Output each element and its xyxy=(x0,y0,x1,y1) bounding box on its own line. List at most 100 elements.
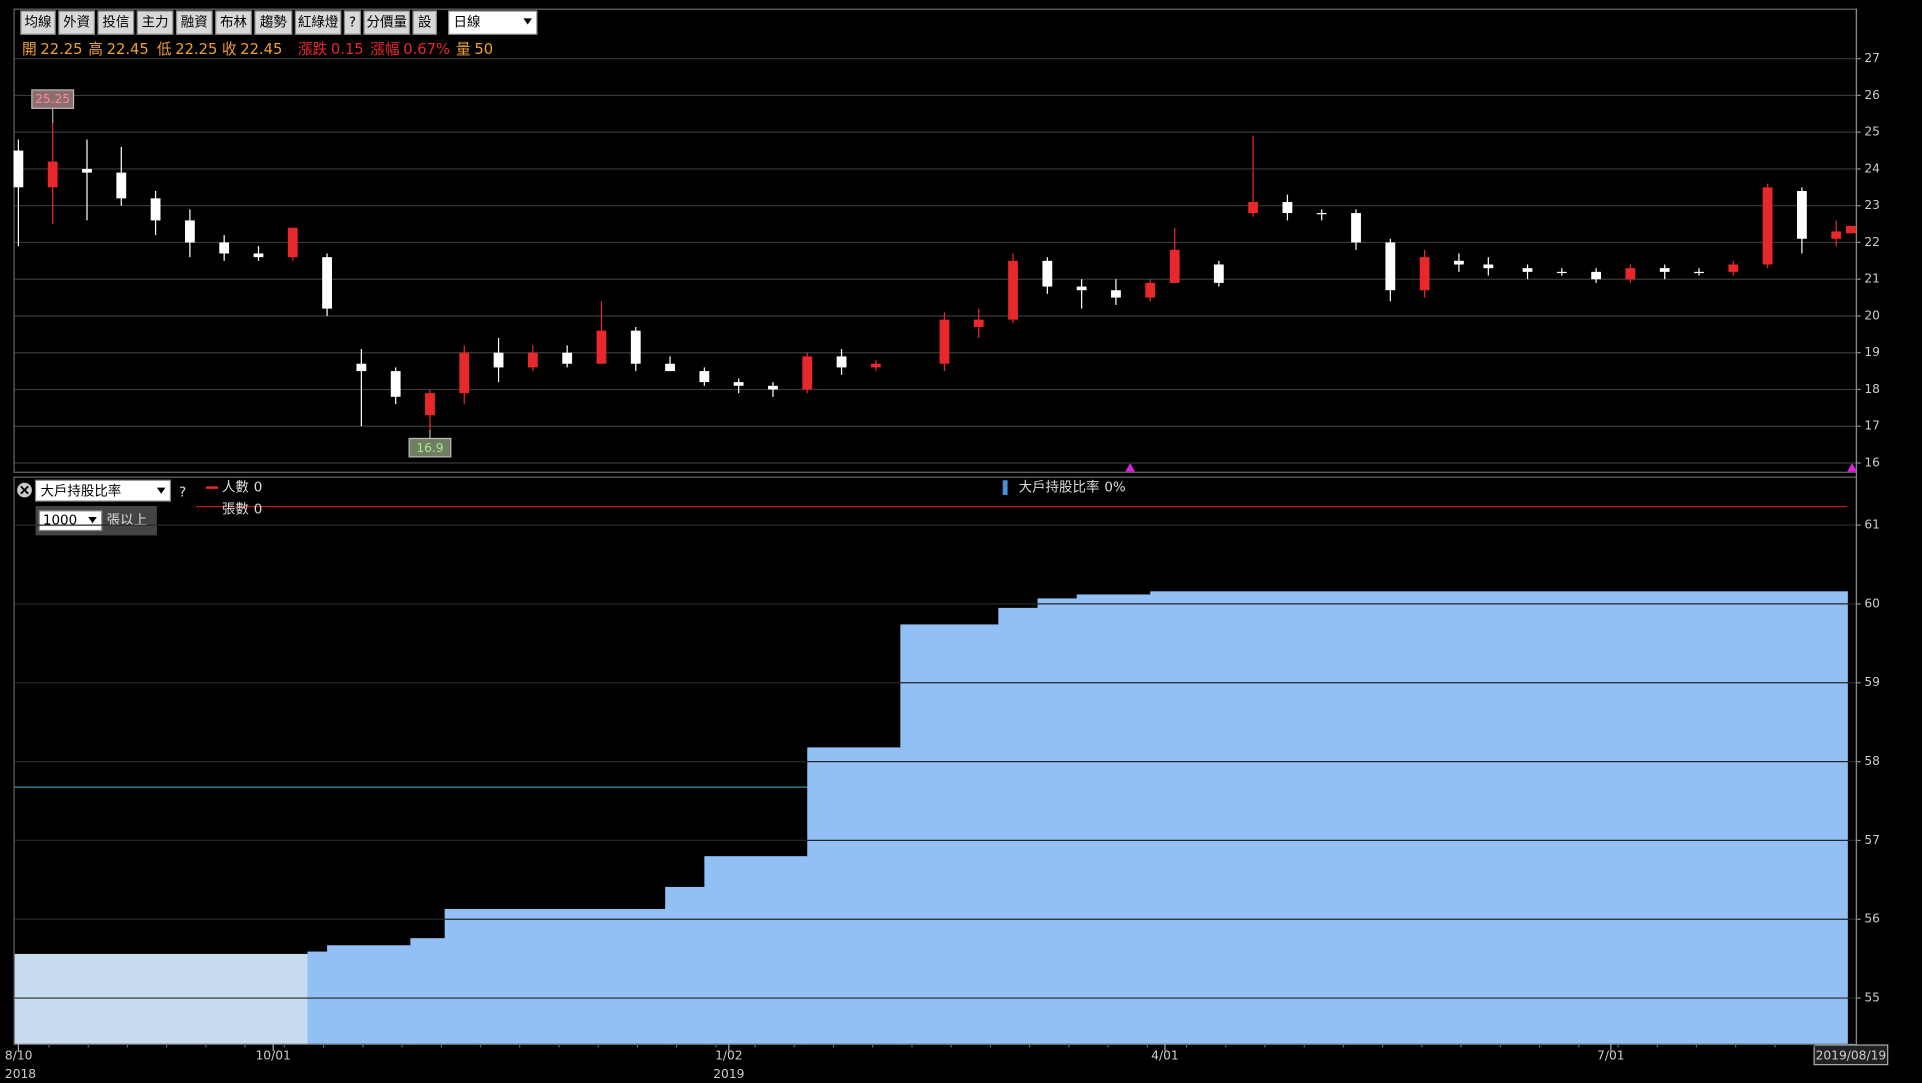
legend-value: 0 xyxy=(254,502,263,518)
area-step xyxy=(1037,598,1078,1044)
x-tick-label: 8/10 xyxy=(5,1049,33,1063)
candle-body xyxy=(1008,260,1018,320)
area-step xyxy=(704,856,808,1044)
candle-body xyxy=(1694,271,1704,274)
date-box xyxy=(1813,1044,1889,1066)
candle-body xyxy=(1145,282,1156,298)
area-step xyxy=(14,953,309,1044)
toolbar-button[interactable] xyxy=(136,10,174,35)
legend-label: 大戶持股比率 xyxy=(1019,479,1100,496)
candle-body xyxy=(733,382,744,386)
period-select[interactable] xyxy=(448,10,538,35)
quote-value: 22.25 xyxy=(40,41,82,58)
y-tick-label: 56 xyxy=(1864,912,1880,926)
toolbar-button[interactable] xyxy=(215,10,252,35)
annotation-label: 16.9 xyxy=(416,441,443,455)
annotation-box xyxy=(31,89,75,109)
legend-label: 張數 xyxy=(222,502,249,518)
close-icon xyxy=(20,485,29,495)
quote-bar: 開 22.25 高 22.45 低 22.25 收 22.45 漲跌 0.15 漲幅 0.67% 量 50 xyxy=(22,41,493,58)
toolbar-button[interactable] xyxy=(20,10,56,35)
marker xyxy=(1125,463,1136,472)
toolbar-button-label: 布林 xyxy=(220,15,247,31)
toolbar-button[interactable] xyxy=(363,10,411,35)
candle-body xyxy=(699,371,710,383)
indicator-select[interactable] xyxy=(34,479,171,502)
y-tick-label: 18 xyxy=(1864,382,1880,396)
toolbar-button[interactable] xyxy=(343,10,361,35)
y-tick-label: 23 xyxy=(1864,198,1880,212)
y-tick-label: 20 xyxy=(1864,308,1880,322)
candle-body xyxy=(665,363,675,372)
y-tick-label: 26 xyxy=(1864,88,1880,102)
toolbar-button-label: 外資 xyxy=(63,15,90,31)
candle-body xyxy=(768,385,778,390)
quote-value: 0.67% xyxy=(403,41,450,58)
candle-body xyxy=(527,352,538,368)
toolbar-button[interactable] xyxy=(254,10,293,35)
toolbar-button-label: 趨勢 xyxy=(260,15,287,31)
candle-body xyxy=(13,150,24,188)
candle-body xyxy=(1454,260,1464,265)
candle-body xyxy=(1076,286,1087,291)
candle-body xyxy=(1213,264,1224,283)
year-label: 2018 xyxy=(5,1067,36,1081)
candle-body xyxy=(253,253,264,258)
y-tick-label: 58 xyxy=(1864,754,1880,768)
quote-label: 漲幅 xyxy=(370,41,399,58)
candle-body xyxy=(836,356,847,368)
candle-body xyxy=(1556,271,1567,274)
dropdown-arrow xyxy=(88,516,97,524)
candle-body xyxy=(184,220,195,243)
toolbar-button[interactable] xyxy=(412,10,437,35)
candle-body xyxy=(1846,225,1856,234)
quote-value: 50 xyxy=(474,41,493,58)
quote-value: 22.25 xyxy=(175,41,217,58)
candle-body xyxy=(1351,213,1361,243)
y-tick-label: 17 xyxy=(1864,419,1880,433)
y-tick-label: 60 xyxy=(1864,596,1880,610)
y-tick-label: 21 xyxy=(1864,272,1880,286)
candle-body xyxy=(493,352,504,368)
legend-value: 0 xyxy=(254,480,263,496)
annotation-label: 25.25 xyxy=(35,92,70,106)
indicator-name: 大戶持股比率 xyxy=(40,482,121,499)
dropdown-arrow xyxy=(523,18,532,25)
toolbar-button[interactable] xyxy=(175,10,213,35)
toolbar-button-label: 設 xyxy=(418,15,431,31)
toolbar-button[interactable] xyxy=(58,10,95,35)
quote-label: 低 xyxy=(157,41,172,58)
quote-label: 高 xyxy=(88,41,103,58)
marker xyxy=(1847,463,1858,472)
candle-body xyxy=(1625,268,1636,280)
candle-body xyxy=(322,257,332,309)
y-tick-label: 27 xyxy=(1864,51,1880,65)
y-tick-label: 59 xyxy=(1864,675,1880,689)
y-tick-label: 55 xyxy=(1864,991,1880,1005)
quote-label: 開 xyxy=(22,41,37,58)
y-tick-label: 57 xyxy=(1864,833,1880,847)
candle-body xyxy=(1042,260,1053,287)
candle-body xyxy=(1591,271,1602,280)
quote-value: 22.45 xyxy=(240,41,282,58)
candle-body xyxy=(287,227,298,258)
area-step xyxy=(665,886,705,1044)
candle-body xyxy=(1316,213,1327,215)
candle-body xyxy=(47,161,58,188)
toolbar-button[interactable] xyxy=(97,10,135,35)
help[interactable]: ? xyxy=(179,484,186,500)
year-label: 2019 xyxy=(713,1067,744,1081)
candle-body xyxy=(116,172,127,199)
legend: 人數 0 張數 0 大戶持股比率 0% xyxy=(205,479,1126,518)
toolbar-button[interactable] xyxy=(294,10,342,35)
candle-body xyxy=(1522,268,1533,272)
quote-label: 收 xyxy=(222,41,237,58)
quote-label: 量 xyxy=(456,41,471,58)
threshold-unit: 張以上 xyxy=(107,513,147,529)
candle-body xyxy=(870,363,881,368)
area-step xyxy=(327,945,411,1044)
toolbar-button-label: 投信 xyxy=(102,15,129,31)
candle-body xyxy=(1419,257,1430,291)
area-step xyxy=(1150,591,1848,1044)
x-tick-label: 1/02 xyxy=(715,1049,743,1063)
